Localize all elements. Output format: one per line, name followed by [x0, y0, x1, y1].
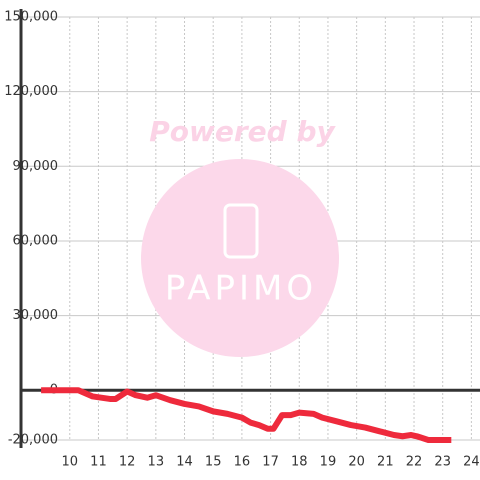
y-tick-label: 120,000: [4, 84, 58, 99]
x-tick-label: 15: [205, 455, 222, 470]
x-tick-label: 17: [262, 455, 279, 470]
x-tick-label: 20: [348, 455, 365, 470]
data-line: [41, 387, 452, 443]
x-tick-label: 10: [61, 455, 78, 470]
x-tick-label: 11: [90, 455, 107, 470]
y-tick-label: 150,000: [4, 10, 58, 25]
y-tick-label: -20,000: [8, 433, 58, 448]
x-tick-label: 18: [291, 455, 308, 470]
watermark-bottom: PAPIMO: [165, 269, 317, 309]
x-tick-label: 14: [176, 455, 193, 470]
watermark-top: Powered by: [149, 115, 336, 148]
y-tick-label: 30,000: [13, 308, 59, 323]
x-tick-label: 23: [434, 455, 451, 470]
y-tick-label: 90,000: [13, 159, 59, 174]
x-tick-label: 24: [463, 455, 480, 470]
y-tick-label: 60,000: [13, 233, 59, 248]
watermark-icon: [223, 203, 259, 259]
x-tick-label: 12: [119, 455, 136, 470]
x-tick-label: 13: [148, 455, 165, 470]
x-tick-label: 22: [406, 455, 423, 470]
x-tick-label: 21: [377, 455, 394, 470]
x-tick-label: 19: [320, 455, 337, 470]
x-tick-label: 16: [234, 455, 251, 470]
